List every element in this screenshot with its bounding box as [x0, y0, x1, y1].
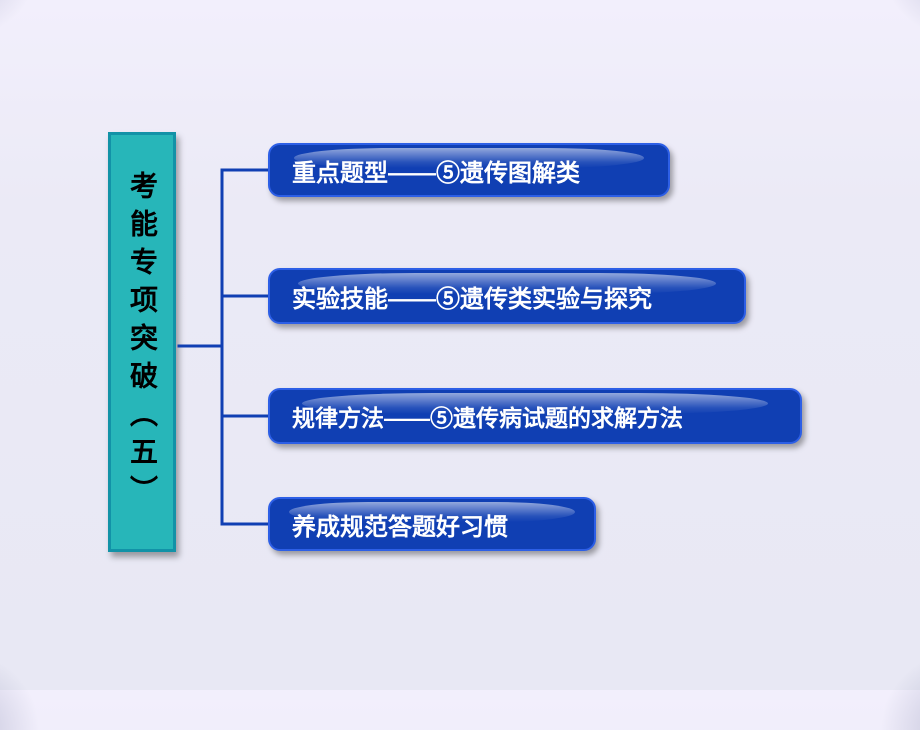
leaf-node-1: 实验技能——⑤遗传类实验与探究: [268, 268, 746, 324]
leaf-label: 规律方法——⑤遗传病试题的求解方法: [292, 399, 683, 433]
root-node: 考能专项突破（五）: [108, 132, 176, 552]
leaf-label: 养成规范答题好习惯: [292, 507, 508, 542]
leaf-node-2: 规律方法——⑤遗传病试题的求解方法: [268, 388, 802, 444]
leaf-node-0: 重点题型——⑤遗传图解类: [268, 143, 670, 197]
leaf-label: 重点题型——⑤遗传图解类: [292, 153, 580, 188]
tree-diagram: 考能专项突破（五） 重点题型——⑤遗传图解类 实验技能——⑤遗传类实验与探究 规…: [0, 0, 920, 690]
leaf-label: 实验技能——⑤遗传类实验与探究: [292, 279, 652, 314]
root-label: 考能专项突破（五）: [128, 171, 156, 513]
leaf-node-3: 养成规范答题好习惯: [268, 497, 596, 551]
